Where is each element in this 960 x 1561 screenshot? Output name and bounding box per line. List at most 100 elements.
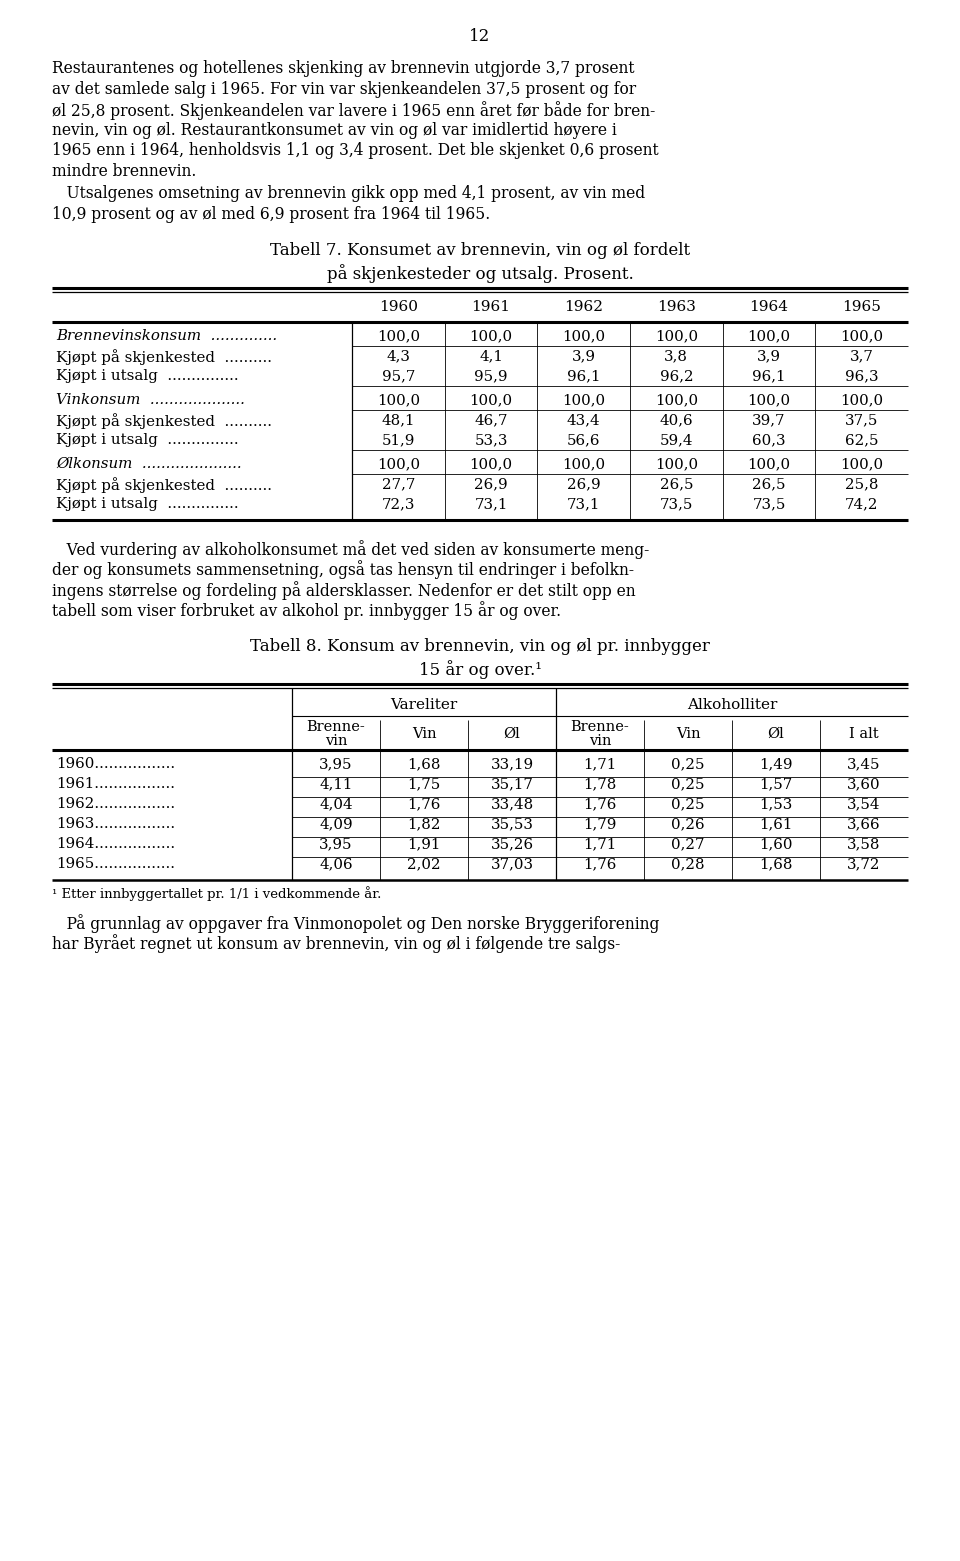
Text: Alkoholliter: Alkoholliter [686,698,778,712]
Text: 100,0: 100,0 [563,393,605,407]
Text: tabell som viser forbruket av alkohol pr. innbygger 15 år og over.: tabell som viser forbruket av alkohol pr… [52,601,562,620]
Text: 1962: 1962 [564,300,603,314]
Text: 1960.................: 1960................. [56,757,175,771]
Text: 26,9: 26,9 [474,478,508,492]
Text: 96,2: 96,2 [660,368,693,382]
Text: 1962.................: 1962................. [56,798,175,812]
Text: 48,1: 48,1 [381,414,415,428]
Text: av det samlede salg i 1965. For vin var skjenkeandelen 37,5 prosent og for: av det samlede salg i 1965. For vin var … [52,81,636,97]
Text: 1,71: 1,71 [584,757,616,771]
Text: Vin: Vin [676,727,700,741]
Text: 96,1: 96,1 [753,368,785,382]
Text: 1965 enn i 1964, henholdsvis 1,1 og 3,4 prosent. Det ble skjenket 0,6 prosent: 1965 enn i 1964, henholdsvis 1,1 og 3,4 … [52,142,659,159]
Text: 26,9: 26,9 [566,478,600,492]
Text: I alt: I alt [850,727,878,741]
Text: 1,60: 1,60 [759,837,793,851]
Text: 1,76: 1,76 [584,857,616,871]
Text: 33,19: 33,19 [491,757,534,771]
Text: 1961: 1961 [471,300,511,314]
Text: 26,5: 26,5 [753,478,785,492]
Text: 15 år og over.¹: 15 år og over.¹ [419,660,541,679]
Text: 100,0: 100,0 [840,393,883,407]
Text: 100,0: 100,0 [655,393,698,407]
Text: 95,9: 95,9 [474,368,508,382]
Text: 1,91: 1,91 [407,837,441,851]
Text: 1,53: 1,53 [759,798,793,812]
Text: 4,1: 4,1 [479,350,503,364]
Text: 0,26: 0,26 [671,816,705,830]
Text: 100,0: 100,0 [376,393,420,407]
Text: 100,0: 100,0 [469,393,513,407]
Text: Vin: Vin [412,727,436,741]
Text: 27,7: 27,7 [382,478,415,492]
Text: 51,9: 51,9 [382,432,415,446]
Text: 100,0: 100,0 [748,457,791,471]
Text: 4,11: 4,11 [320,777,352,791]
Text: 62,5: 62,5 [845,432,878,446]
Text: Brenne-: Brenne- [570,720,630,734]
Text: 4,04: 4,04 [319,798,353,812]
Text: 1963: 1963 [657,300,696,314]
Text: 100,0: 100,0 [469,329,513,343]
Text: øl 25,8 prosent. Skjenkeandelen var lavere i 1965 enn året før både for bren-: øl 25,8 prosent. Skjenkeandelen var lave… [52,101,656,120]
Text: Ved vurdering av alkoholkonsumet må det ved siden av konsumerte meng-: Ved vurdering av alkoholkonsumet må det … [52,540,649,559]
Text: 100,0: 100,0 [748,329,791,343]
Text: 33,48: 33,48 [491,798,534,812]
Text: 2,02: 2,02 [407,857,441,871]
Text: 1965: 1965 [842,300,881,314]
Text: 1960: 1960 [379,300,418,314]
Text: 56,6: 56,6 [567,432,600,446]
Text: Vareliter: Vareliter [391,698,458,712]
Text: Restaurantenes og hotellenes skjenking av brennevin utgjorde 3,7 prosent: Restaurantenes og hotellenes skjenking a… [52,59,635,76]
Text: 3,66: 3,66 [847,816,881,830]
Text: ingens størrelse og fordeling på aldersklasser. Nedenfor er det stilt opp en: ingens størrelse og fordeling på aldersk… [52,581,636,599]
Text: vin: vin [588,734,612,748]
Text: Kjøpt på skjenkested  ..........: Kjøpt på skjenkested .......... [56,478,272,493]
Text: 35,17: 35,17 [491,777,534,791]
Text: 100,0: 100,0 [748,393,791,407]
Text: 3,95: 3,95 [320,757,352,771]
Text: 1,79: 1,79 [584,816,616,830]
Text: 1,68: 1,68 [759,857,793,871]
Text: 3,58: 3,58 [848,837,880,851]
Text: 73,5: 73,5 [660,496,693,510]
Text: På grunnlag av oppgaver fra Vinmonopolet og Den norske Bryggeriforening: På grunnlag av oppgaver fra Vinmonopolet… [52,915,660,933]
Text: 3,45: 3,45 [848,757,880,771]
Text: 96,1: 96,1 [567,368,600,382]
Text: 0,27: 0,27 [671,837,705,851]
Text: Brenne-: Brenne- [306,720,366,734]
Text: 3,54: 3,54 [848,798,880,812]
Text: 3,8: 3,8 [664,350,688,364]
Text: 3,60: 3,60 [847,777,881,791]
Text: 3,95: 3,95 [320,837,352,851]
Text: 1,61: 1,61 [759,816,793,830]
Text: 96,3: 96,3 [845,368,878,382]
Text: 39,7: 39,7 [753,414,785,428]
Text: 3,9: 3,9 [757,350,781,364]
Text: 4,3: 4,3 [386,350,410,364]
Text: 60,3: 60,3 [753,432,786,446]
Text: Kjøpt i utsalg  ...............: Kjøpt i utsalg ............... [56,368,239,382]
Text: 35,53: 35,53 [491,816,534,830]
Text: 40,6: 40,6 [660,414,693,428]
Text: 37,5: 37,5 [845,414,878,428]
Text: 1,76: 1,76 [584,798,616,812]
Text: Kjøpt i utsalg  ...............: Kjøpt i utsalg ............... [56,432,239,446]
Text: 53,3: 53,3 [474,432,508,446]
Text: 1,68: 1,68 [407,757,441,771]
Text: 1964: 1964 [750,300,788,314]
Text: 12: 12 [469,28,491,45]
Text: nevin, vin og øl. Restaurantkonsumet av vin og øl var imidlertid høyere i: nevin, vin og øl. Restaurantkonsumet av … [52,122,616,139]
Text: der og konsumets sammensetning, også tas hensyn til endringer i befolkn-: der og konsumets sammensetning, også tas… [52,560,634,579]
Text: ¹ Etter innbyggertallet pr. 1/1 i vedkommende år.: ¹ Etter innbyggertallet pr. 1/1 i vedkom… [52,887,381,901]
Text: Ølkonsum  .....................: Ølkonsum ..................... [56,457,242,471]
Text: 1,75: 1,75 [407,777,441,791]
Text: 100,0: 100,0 [376,457,420,471]
Text: 1,82: 1,82 [407,816,441,830]
Text: 95,7: 95,7 [382,368,415,382]
Text: 100,0: 100,0 [563,457,605,471]
Text: 43,4: 43,4 [566,414,600,428]
Text: 1,71: 1,71 [584,837,616,851]
Text: 3,9: 3,9 [571,350,595,364]
Text: vin: vin [324,734,348,748]
